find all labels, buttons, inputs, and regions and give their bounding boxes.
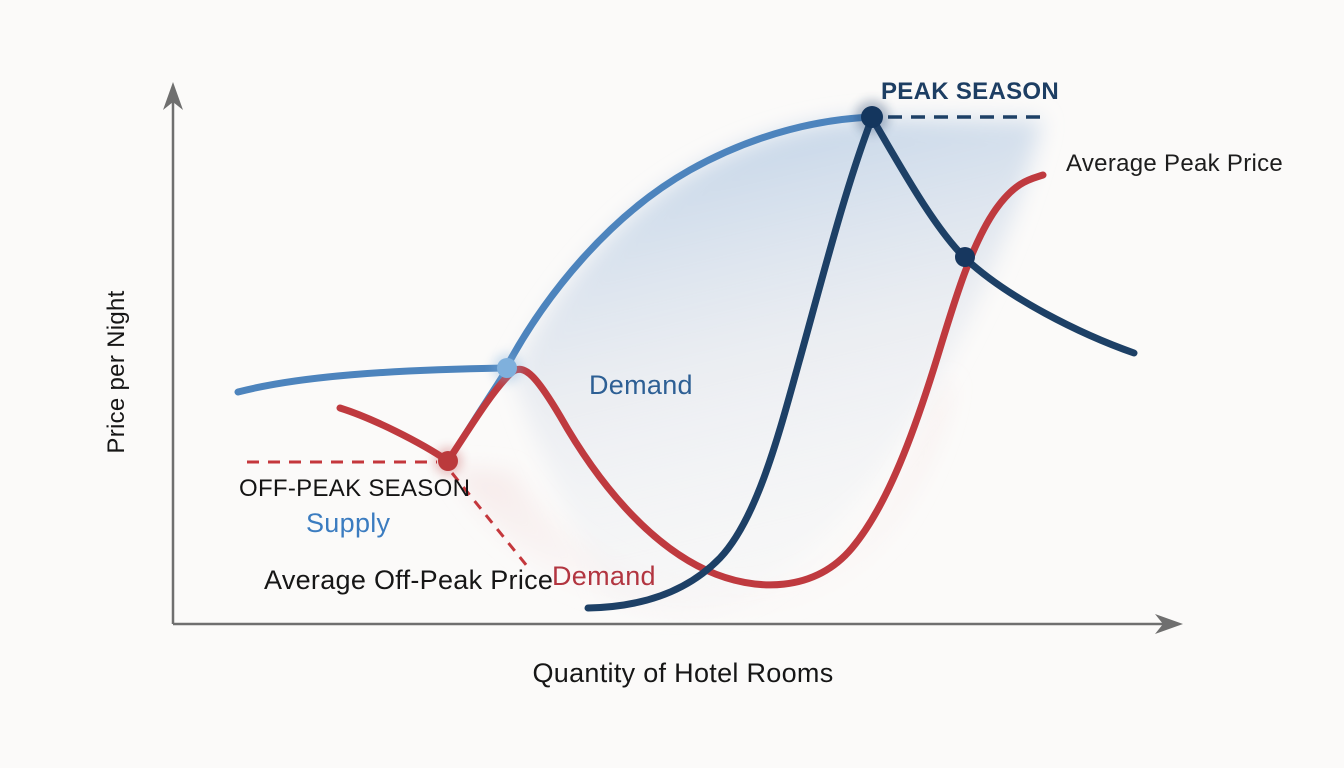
- supply-curve-flat-segment: [234, 364, 509, 396]
- supply-curve-rising-segment: [502, 113, 876, 372]
- average-peak-price-label: Average Peak Price: [1066, 150, 1284, 177]
- peak-demand-shaded-region: [512, 118, 1042, 613]
- y-axis-title: Price per Night: [102, 290, 130, 454]
- peak-demand-curve-rising-branch: [584, 114, 876, 612]
- peak-season-label: PEAK SEASON: [881, 78, 1060, 105]
- x-axis-title: Quantity of Hotel Rooms: [532, 658, 834, 689]
- supply-curve-label: Supply: [306, 508, 391, 538]
- off-peak-demand-curve-label: Demand: [552, 561, 656, 591]
- average-off-peak-price-label: Average Off-Peak Price: [264, 565, 554, 595]
- peak-average-price-point: [955, 247, 975, 267]
- peak-demand-curve-label: Demand: [589, 370, 693, 400]
- off-peak-season-label: OFF-PEAK SEASON: [239, 475, 471, 502]
- x-axis-arrow-icon: [1155, 614, 1183, 634]
- off-peak-drop-dashed-line: [450, 472, 533, 572]
- peak-equilibrium-point: [861, 106, 883, 128]
- y-axis-arrow-icon: [163, 82, 183, 110]
- off-peak-demand-curve-tail: [336, 404, 452, 465]
- off-peak-supply-kink-point: [497, 358, 517, 378]
- off-peak-equilibrium-point: [438, 451, 458, 471]
- off-peak-demand-shaded-region: [452, 376, 949, 612]
